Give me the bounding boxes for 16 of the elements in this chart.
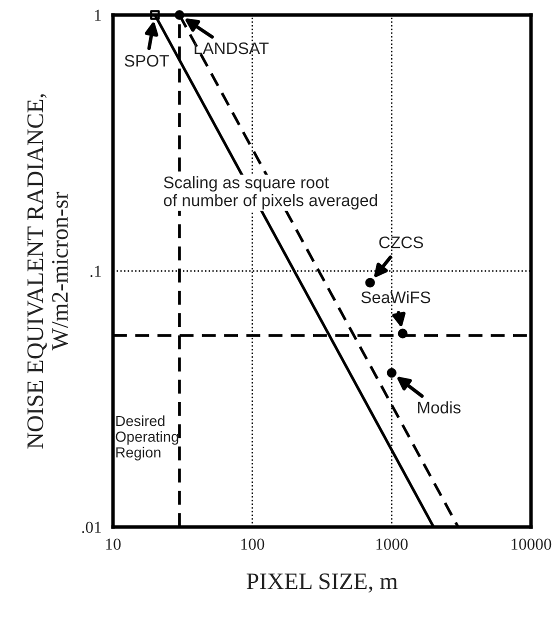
annotation: Scaling as square root of number of pixels averaged <box>164 176 378 210</box>
annotation: LANDSAT <box>194 42 269 54</box>
y-tick-label: .1 <box>90 266 101 278</box>
annotation: CZCS <box>379 236 424 248</box>
x-tick-label: 10 <box>106 538 121 550</box>
x-axis-title: PIXEL SIZE, m <box>246 573 398 593</box>
y-axis-title: NOISE EQUIVALENT RADIANCE, W/m2-micron-sr <box>27 94 68 449</box>
x-tick-label: 10000 <box>512 538 552 550</box>
y-tick-label: 1 <box>95 10 101 21</box>
x-tick-label: 1000 <box>376 538 408 550</box>
annotation: SPOT <box>124 54 169 67</box>
annotation: Modis <box>418 401 461 414</box>
annotation: SeaWiFS <box>361 291 430 304</box>
x-tick-label: 100 <box>241 538 264 550</box>
y-tick-label: .01 <box>82 522 101 534</box>
annotation: Desired Operating Region <box>116 415 178 460</box>
